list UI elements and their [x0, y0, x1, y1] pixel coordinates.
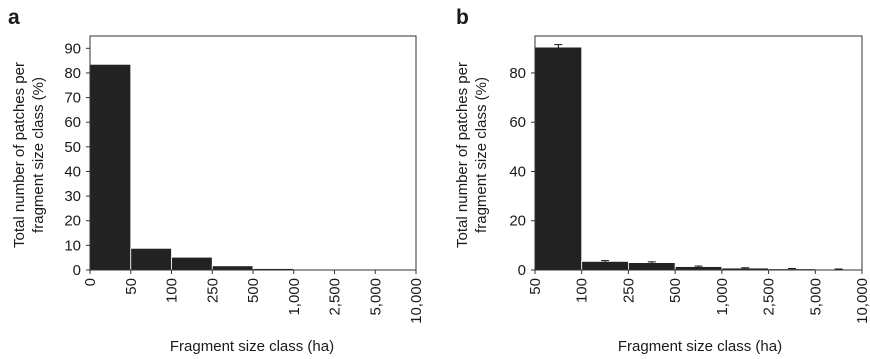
bar-b-0	[534, 46, 583, 271]
y-axis-title-b-line2: fragment size class (%)	[473, 77, 490, 233]
y-axis-title-a-line2: fragment size class (%)	[30, 77, 47, 233]
y-tick-label-b-2: 40	[509, 163, 526, 180]
y-tick-label-a-4: 40	[64, 163, 81, 180]
chart-panel-a: a Total number of patches per fragment s…	[8, 6, 425, 355]
y-tick-label-a-5: 50	[64, 139, 81, 156]
x-tick-label-b-4: 1,000	[714, 278, 731, 316]
y-tick-label-a-3: 30	[64, 188, 81, 205]
x-tick-label-b-5: 2,500	[761, 278, 778, 316]
x-tick-label-a-4: 500	[245, 278, 262, 303]
x-tick-label-a-7: 5,000	[367, 278, 384, 316]
chart-panel-b: b Total number of patches per fragment s…	[454, 6, 870, 355]
bar-b-3	[674, 266, 723, 271]
y-tick-label-a-6: 60	[64, 114, 81, 131]
bar-a-1	[130, 247, 172, 271]
y-tick-label-b-4: 80	[509, 65, 526, 82]
y-tick-label-a-2: 20	[64, 213, 81, 230]
bar-a-3	[211, 265, 254, 271]
y-tick-label-a-7: 70	[64, 90, 81, 107]
x-tick-label-b-2: 250	[620, 278, 637, 303]
y-tick-label-a-9: 90	[64, 40, 81, 57]
x-tick-label-b-6: 5,000	[807, 278, 824, 316]
x-tick-label-a-1: 50	[123, 278, 140, 295]
x-tick-label-b-3: 500	[667, 278, 684, 303]
x-tick-label-b-1: 100	[574, 278, 591, 303]
x-tick-label-a-0: 0	[82, 278, 99, 286]
panel-label-a: a	[8, 6, 20, 29]
bar-a-0	[89, 63, 132, 271]
y-tick-label-a-8: 80	[64, 65, 81, 82]
y-tick-label-a-1: 10	[64, 237, 81, 254]
plot-frame-a	[89, 35, 417, 271]
x-tick-label-a-2: 100	[164, 278, 181, 303]
x-tick-label-a-3: 250	[204, 278, 221, 303]
y-tick-label-b-0: 0	[518, 262, 526, 279]
bar-a-2	[171, 256, 213, 271]
x-tick-label-a-8: 10,000	[408, 278, 425, 324]
x-axis-title-b: Fragment size class (ha)	[618, 338, 782, 355]
y-tick-label-b-1: 20	[509, 213, 526, 230]
plot-frame-b	[534, 35, 863, 271]
x-tick-label-b-7: 10,000	[854, 278, 870, 324]
x-tick-label-a-6: 2,500	[327, 278, 344, 316]
plot-area-a: 0 10 20 30 40 50 60 70 80 90 0 50 100 250 500 1,000 2,50…	[64, 35, 425, 324]
bar-b-1	[581, 260, 629, 271]
y-axis-title-b: Total number of patches per fragment siz…	[454, 62, 490, 248]
x-axis-title-a: Fragment size class (ha)	[170, 338, 334, 355]
y-axis-title-a-line1: Total number of patches per	[11, 62, 28, 248]
bar-b-2	[628, 262, 676, 271]
y-axis-title-a: Total number of patches per fragment siz…	[11, 62, 47, 248]
x-tick-label-b-0: 50	[527, 278, 544, 295]
x-tick-label-a-5: 1,000	[286, 278, 303, 316]
y-tick-label-b-3: 60	[509, 114, 526, 131]
panel-label-b: b	[456, 6, 469, 29]
y-tick-label-a-0: 0	[73, 262, 81, 279]
plot-area-b: 0 20 40 60 80 50 100 250 500 1,000 2,500 5,000 10,00…	[509, 35, 870, 324]
y-axis-title-b-line1: Total number of patches per	[454, 62, 471, 248]
